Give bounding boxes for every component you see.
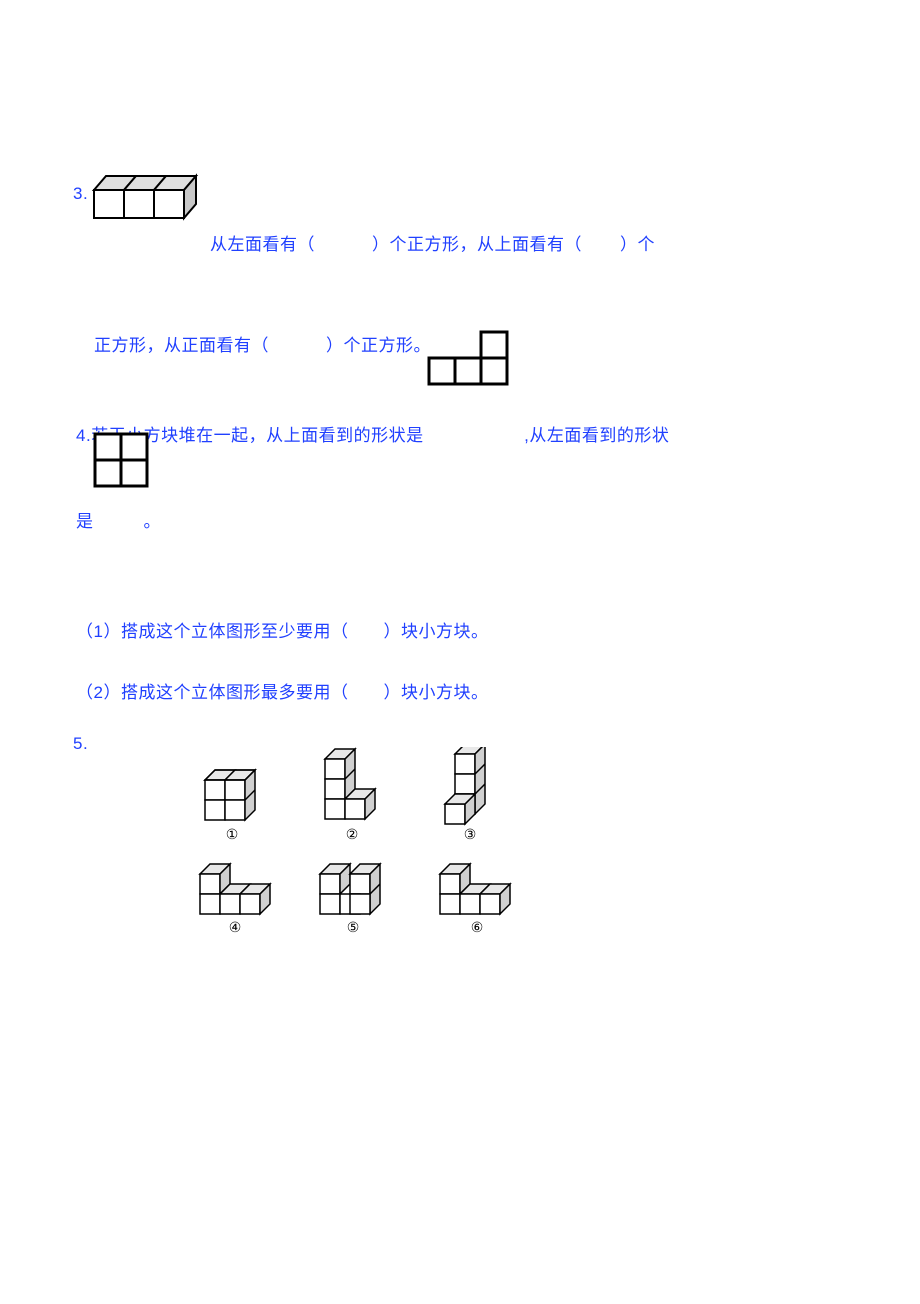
q5-label-1: ①	[226, 826, 239, 842]
q5-label-6: ⑥	[471, 919, 484, 935]
q5-label-3: ③	[464, 826, 477, 842]
q5-figures: ① ②	[185, 747, 840, 947]
q5-label-2: ②	[346, 826, 359, 842]
q4-text-line1: 4.若干小方块堆在一起，从上面看到的形状是 ,从左面看到的形状	[76, 421, 840, 452]
q3-text-line2: 正方形，从正面看有（ ）个正方形。	[94, 331, 431, 362]
q5-label-5: ⑤	[347, 919, 360, 935]
q3-cuboid	[92, 170, 212, 226]
page-center-mark: ▪	[462, 625, 466, 636]
q3-text-line1: 从左面看有（ ）个正方形，从上面看有（ ）个	[210, 230, 840, 261]
q4-text-line2: 是。	[76, 507, 840, 538]
q4-left-shape	[91, 430, 153, 492]
q4-top-shape	[425, 328, 515, 390]
q3-number: 3.	[73, 179, 88, 210]
q4-sub2: （2）搭成这个立体图形最多要用（ ）块小方块。	[76, 678, 840, 709]
q5-label-4: ④	[229, 919, 242, 935]
q4-sub1: （1）搭成这个立体图形至少要用（ ）块小方块。	[76, 617, 840, 648]
